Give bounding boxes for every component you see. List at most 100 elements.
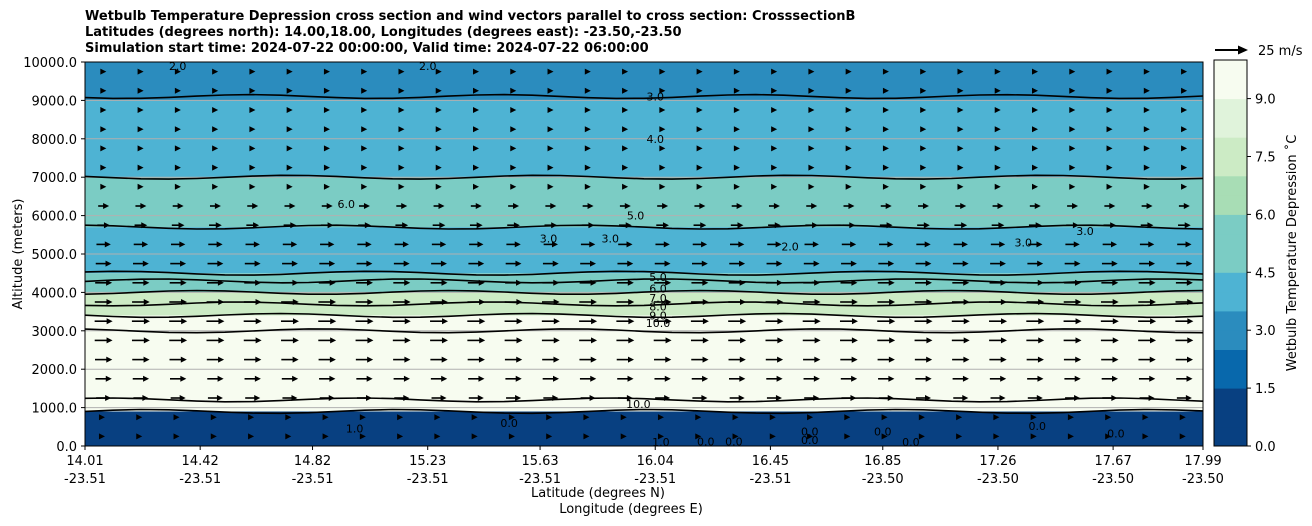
wind-vector [808, 164, 815, 171]
colorbar-tick-label-3: 4.5 [1255, 266, 1276, 281]
wind-vector [469, 241, 484, 248]
wind-vector [248, 414, 255, 421]
wind-vector [659, 126, 666, 133]
wind-vector [473, 68, 479, 75]
wind-vector [881, 414, 888, 421]
wind-vector [281, 279, 299, 286]
wind-vector [208, 241, 223, 248]
wind-vector [1181, 126, 1188, 133]
wind-vector [1178, 203, 1190, 209]
wind-vector [882, 87, 889, 94]
wind-vector [616, 279, 634, 286]
wind-vector [319, 375, 336, 382]
wind-vector [323, 183, 330, 190]
wind-vector [170, 375, 187, 382]
wind-vector [433, 203, 445, 209]
wind-vector [1140, 222, 1154, 229]
wind-vector [1179, 414, 1186, 421]
colorbar-tick-label-5: 7.5 [1255, 151, 1276, 166]
wind-vector [1181, 87, 1188, 94]
wind-vector [170, 395, 186, 401]
wind-vector [653, 356, 672, 363]
wind-vector [1064, 279, 1082, 286]
y-tick-label-10: 10000.0 [23, 56, 77, 71]
wind-vector [282, 395, 298, 401]
colorbar-segment [1214, 407, 1247, 428]
wind-vector [318, 356, 336, 363]
wind-vector [137, 164, 144, 171]
wind-vector [695, 414, 702, 421]
y-tick-label-3: 3000.0 [32, 325, 78, 340]
wind-vector [843, 203, 855, 209]
wind-vector [771, 68, 778, 75]
wind-vector [281, 375, 299, 382]
wind-vector [430, 375, 448, 382]
wind-vector [504, 299, 523, 305]
wind-vector [285, 414, 292, 421]
wind-vector [1181, 164, 1188, 171]
wind-vector [622, 183, 629, 190]
contour-line-7 [85, 270, 1203, 276]
wind-vector [467, 279, 485, 286]
contour-line-4 [85, 301, 1203, 307]
colorbar-tick-label-6: 9.0 [1255, 93, 1276, 108]
contour-label-25: 0.0 [874, 425, 892, 438]
wind-vector [361, 126, 368, 133]
wind-vector [243, 318, 262, 325]
wind-vector [804, 395, 820, 401]
wind-vector [771, 164, 778, 171]
wind-vector [320, 241, 335, 248]
wind-vector [435, 145, 442, 152]
wind-vector [882, 68, 889, 75]
wind-vector [915, 279, 932, 286]
wind-vector [169, 299, 188, 305]
wind-vector [1069, 68, 1076, 75]
wind-vector [508, 203, 520, 209]
wind-vector [1032, 107, 1038, 113]
x-tick-lon-6: -23.51 [749, 472, 791, 487]
wind-vector [395, 222, 409, 229]
wind-vector [541, 318, 560, 325]
wind-vector [1030, 414, 1037, 421]
wind-vector [957, 87, 964, 94]
wind-vector [169, 318, 188, 325]
contour-label-0: 2.0 [169, 60, 187, 73]
wind-vector [951, 299, 970, 305]
wind-vector [654, 279, 672, 286]
wind-vector [131, 318, 150, 325]
wind-vector [957, 164, 964, 171]
wind-vector [1026, 337, 1045, 344]
wind-vector [579, 279, 597, 286]
wind-vector [435, 183, 442, 190]
wind-vector [206, 299, 225, 305]
x-tick-lon-10: -23.50 [1182, 472, 1224, 487]
wind-vector [655, 241, 670, 248]
wind-vector [1067, 433, 1074, 440]
wind-vector [1029, 203, 1041, 209]
wind-vector [323, 164, 330, 171]
wind-vector [617, 375, 634, 382]
wind-vector [659, 107, 666, 113]
wind-vector [398, 68, 405, 75]
wind-vector [692, 241, 708, 248]
wind-vector [584, 68, 591, 75]
wind-vector [882, 164, 889, 171]
wind-vector [771, 126, 778, 133]
wind-vector [100, 145, 107, 152]
wind-vector [1100, 318, 1119, 325]
wind-vector [244, 356, 262, 363]
wind-vector [994, 164, 1001, 171]
wind-vector [845, 107, 852, 113]
wind-vector [430, 318, 449, 325]
wind-vector [173, 433, 180, 440]
wind-vector [1106, 145, 1113, 152]
wind-vector [957, 183, 964, 190]
wind-vector [1032, 145, 1038, 152]
wind-vector [505, 279, 523, 286]
wind-vector [957, 107, 964, 113]
wind-vector [879, 241, 894, 248]
wind-vector [435, 68, 442, 75]
x-tick-lon-9: -23.50 [1092, 472, 1134, 487]
wind-vector [656, 222, 669, 229]
wind-vector [1027, 260, 1044, 267]
